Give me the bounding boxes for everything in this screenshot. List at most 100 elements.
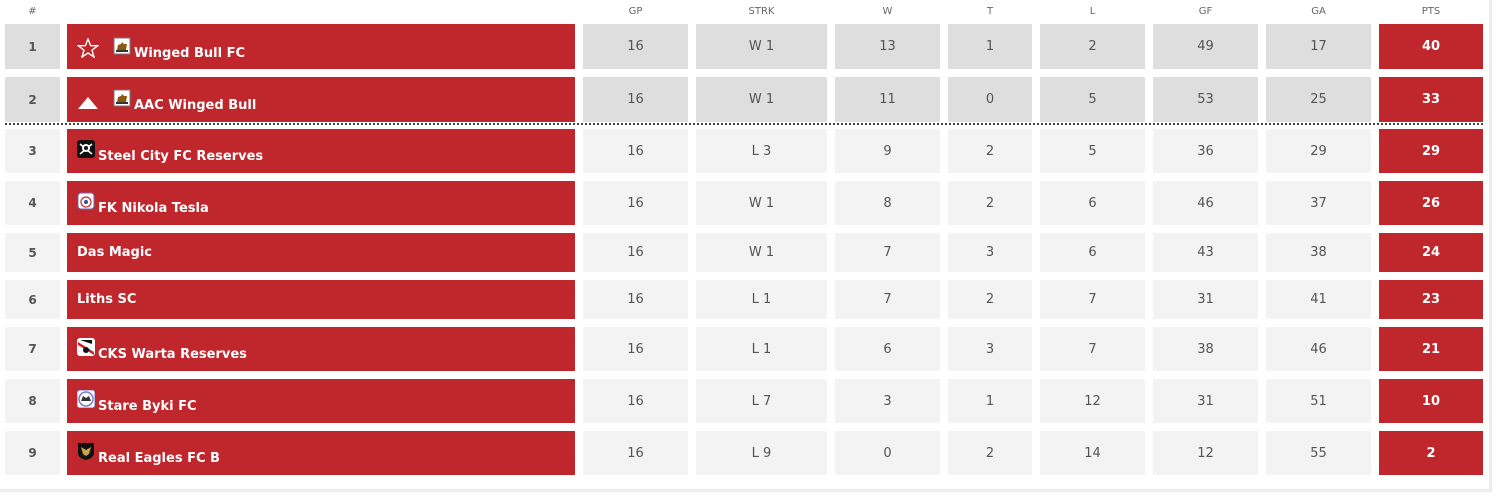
nikola-tesla-crest-icon <box>77 192 95 210</box>
team-cell[interactable]: Real Eagles FC B <box>67 431 575 475</box>
strk-cell: W 1 <box>696 181 827 225</box>
l-cell: 2 <box>1040 24 1145 69</box>
header-t[interactable]: T <box>986 6 994 17</box>
strk-cell: W 1 <box>696 24 827 69</box>
t-cell: 3 <box>948 233 1032 272</box>
pts-cell: 10 <box>1379 379 1483 423</box>
strk-cell: L 3 <box>696 129 827 173</box>
l-cell: 6 <box>1040 181 1145 225</box>
pts-cell: 40 <box>1379 24 1483 69</box>
strk-cell: L 7 <box>696 379 827 423</box>
header-w[interactable]: W <box>882 6 893 17</box>
gp-cell: 16 <box>583 280 688 319</box>
ga-cell: 17 <box>1266 24 1371 69</box>
gp-cell: 16 <box>583 129 688 173</box>
gp-cell: 16 <box>583 24 688 69</box>
w-cell: 9 <box>835 129 940 173</box>
w-cell: 6 <box>835 327 940 371</box>
t-cell: 0 <box>948 77 1032 122</box>
gp-cell: 16 <box>583 379 688 423</box>
gf-cell: 31 <box>1153 280 1258 319</box>
pts-cell: 21 <box>1379 327 1483 371</box>
pts-cell: 2 <box>1379 431 1483 475</box>
gf-cell: 53 <box>1153 77 1258 122</box>
team-cell[interactable]: CKS Warta Reserves <box>67 327 575 371</box>
ga-cell: 25 <box>1266 77 1371 122</box>
pts-cell: 23 <box>1379 280 1483 319</box>
pts-cell: 33 <box>1379 77 1483 122</box>
gp-cell: 16 <box>583 233 688 272</box>
header-l[interactable]: L <box>1089 6 1096 17</box>
rank-cell: 2 <box>5 77 60 122</box>
w-cell: 3 <box>835 379 940 423</box>
team-name[interactable]: Das Magic <box>77 245 153 260</box>
team-name[interactable]: Steel City FC Reserves <box>98 149 264 164</box>
team-name[interactable]: AAC Winged Bull <box>134 97 257 113</box>
warta-crest-icon <box>77 338 95 356</box>
gf-cell: 38 <box>1153 327 1258 371</box>
t-cell: 2 <box>948 129 1032 173</box>
team-cell[interactable]: Stare Byki FC <box>67 379 575 423</box>
strk-cell: L 1 <box>696 280 827 319</box>
l-cell: 5 <box>1040 129 1145 173</box>
team-cell[interactable]: Steel City FC Reserves <box>67 129 575 173</box>
rank-cell: 7 <box>5 327 60 371</box>
strk-cell: L 1 <box>696 327 827 371</box>
l-cell: 14 <box>1040 431 1145 475</box>
gp-cell: 16 <box>583 77 688 122</box>
star-outline-icon <box>77 37 99 58</box>
ga-cell: 46 <box>1266 327 1371 371</box>
l-cell: 12 <box>1040 379 1145 423</box>
team-cell[interactable]: FK Nikola Tesla <box>67 181 575 225</box>
triangle-up-icon <box>77 96 99 110</box>
ga-cell: 55 <box>1266 431 1371 475</box>
ga-cell: 29 <box>1266 129 1371 173</box>
w-cell: 11 <box>835 77 940 122</box>
header-strk[interactable]: STRK <box>748 6 775 17</box>
team-name[interactable]: Stare Byki FC <box>98 399 197 414</box>
header-pts[interactable]: PTS <box>1421 6 1441 17</box>
gf-cell: 49 <box>1153 24 1258 69</box>
header-rank: # <box>28 6 37 17</box>
team-cell[interactable]: AAC Winged Bull <box>67 77 575 122</box>
team-cell[interactable]: Liths SC <box>67 280 575 319</box>
w-cell: 13 <box>835 24 940 69</box>
ga-cell: 41 <box>1266 280 1371 319</box>
w-cell: 7 <box>835 233 940 272</box>
real-eagles-crest-icon <box>77 442 95 460</box>
gf-cell: 43 <box>1153 233 1258 272</box>
gp-cell: 16 <box>583 181 688 225</box>
winged-bull-crest-icon <box>113 89 131 107</box>
team-name[interactable]: CKS Warta Reserves <box>98 347 247 362</box>
strk-cell: W 1 <box>696 77 827 122</box>
w-cell: 8 <box>835 181 940 225</box>
t-cell: 2 <box>948 181 1032 225</box>
t-cell: 1 <box>948 379 1032 423</box>
rank-cell: 4 <box>5 181 60 225</box>
promotion-line <box>5 123 1483 125</box>
strk-cell: W 1 <box>696 233 827 272</box>
t-cell: 2 <box>948 431 1032 475</box>
team-name[interactable]: FK Nikola Tesla <box>98 201 209 216</box>
l-cell: 6 <box>1040 233 1145 272</box>
rank-cell: 8 <box>5 379 60 423</box>
ga-cell: 38 <box>1266 233 1371 272</box>
rank-cell: 5 <box>5 233 60 272</box>
steel-city-crest-icon <box>77 140 95 158</box>
rank-cell: 1 <box>5 24 60 69</box>
stare-byki-crest-icon <box>77 390 95 408</box>
team-name[interactable]: Liths SC <box>77 292 137 307</box>
t-cell: 2 <box>948 280 1032 319</box>
gf-cell: 46 <box>1153 181 1258 225</box>
header-gp[interactable]: GP <box>628 6 643 17</box>
gf-cell: 12 <box>1153 431 1258 475</box>
pts-cell: 24 <box>1379 233 1483 272</box>
team-cell[interactable]: Winged Bull FC <box>67 24 575 69</box>
header-gf[interactable]: GF <box>1198 6 1213 17</box>
team-name[interactable]: Winged Bull FC <box>134 45 246 61</box>
gp-cell: 16 <box>583 327 688 371</box>
team-name[interactable]: Real Eagles FC B <box>98 451 220 466</box>
header-ga[interactable]: GA <box>1311 6 1326 17</box>
team-cell[interactable]: Das Magic <box>67 233 575 272</box>
